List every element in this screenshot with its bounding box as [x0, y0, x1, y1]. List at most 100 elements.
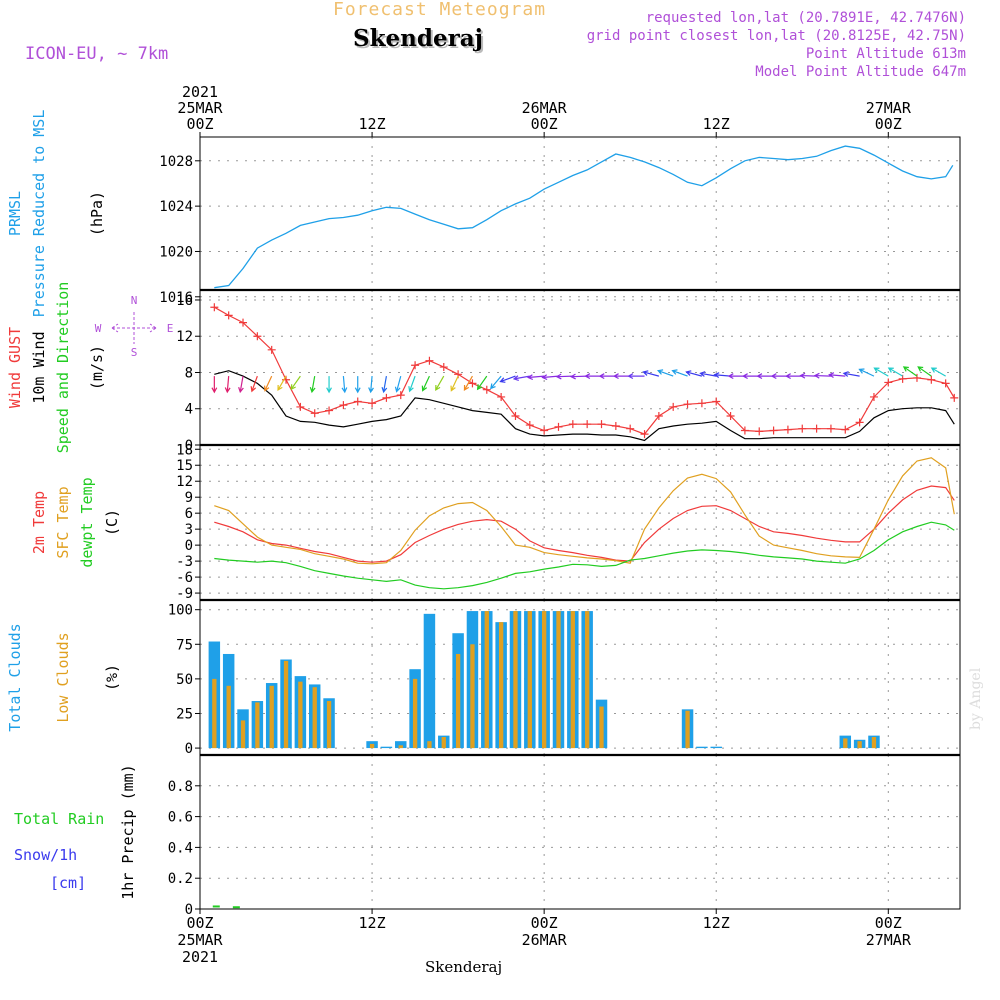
wind-direction-arrow: [264, 375, 273, 392]
wind-direction-arrow: [642, 370, 660, 377]
gust-marker: [511, 411, 520, 420]
wind-direction-arrow: [902, 366, 918, 377]
wind-direction-arrow: [526, 374, 545, 381]
y-tick-label: 12: [176, 474, 193, 490]
rain-bar: [212, 905, 220, 908]
gust-marker: [769, 426, 778, 435]
wind-direction-arrow: [842, 371, 860, 377]
gust-marker: [325, 406, 334, 415]
rain-bar: [232, 906, 240, 909]
cloud-bar-total: [696, 746, 708, 749]
gust-marker: [927, 375, 936, 384]
cloud-bar-low: [542, 611, 547, 749]
y-axis-label: PRMSL: [6, 191, 24, 236]
gust-marker: [525, 421, 534, 430]
wind-direction-arrow: [917, 366, 932, 377]
wind-direction-arrow: [211, 376, 218, 394]
y-axis-label: SFC Temp: [54, 486, 72, 558]
wind-direction-arrow: [785, 373, 803, 380]
model-altitude: Model Point Altitude 647m: [755, 64, 966, 80]
wind-direction-arrow: [858, 368, 875, 377]
cloud-bar-low: [326, 701, 332, 749]
requested-coords: requested lon,lat (20.7891E, 42.7476N): [645, 10, 966, 26]
cloud-bar-low: [599, 706, 604, 749]
gust-marker: [568, 420, 577, 429]
wind-direction-arrow: [828, 372, 846, 378]
gust-marker: [611, 421, 620, 430]
panel-pressure: 1016 1020 1024 1028 PRMSL Pressure Reduced to…: [6, 110, 961, 317]
wind-direction-arrow: [450, 375, 459, 392]
gust-marker: [239, 318, 248, 327]
wind-direction-arrow: [381, 376, 388, 394]
cloud-bar-low: [441, 737, 446, 749]
y-tick-label: 3: [185, 522, 193, 538]
time-label-bottom: 26MAR: [522, 931, 568, 949]
cloud-bar-low: [255, 702, 260, 749]
gust-marker: [210, 303, 219, 312]
y-tick-label: 6: [185, 506, 193, 522]
cloud-bar-low: [412, 678, 418, 749]
time-label-top: 12Z: [359, 115, 386, 133]
y-tick-label: 9: [185, 490, 193, 506]
gust-marker: [855, 418, 864, 427]
y-tick-label: 15: [176, 458, 193, 474]
wind-direction-arrow: [394, 375, 402, 393]
compass-label: W: [95, 322, 102, 335]
cloud-bar-low: [527, 611, 532, 749]
gust-marker: [382, 393, 391, 402]
y-axis-label: (%): [103, 664, 121, 691]
wind-direction-arrow: [499, 375, 516, 383]
gust-marker: [755, 427, 764, 436]
compass-label: E: [167, 322, 174, 335]
y-axis-label: Speed and Direction: [54, 282, 72, 454]
wind-direction-arrow: [541, 374, 559, 381]
gust-marker: [812, 424, 821, 433]
wind-direction-arrow: [224, 376, 231, 394]
wind-direction-arrow: [656, 369, 674, 377]
compass-rose: [111, 312, 157, 344]
compass-label: S: [131, 346, 138, 359]
y-tick-label: 8: [185, 365, 193, 381]
series-line: [214, 457, 955, 565]
series-line: [214, 306, 955, 435]
series-line: [214, 521, 955, 590]
gust-marker: [712, 397, 721, 406]
y-tick-label: 18: [176, 442, 193, 458]
y-tick-label: 0.4: [168, 840, 193, 856]
time-label-bottom: 00Z: [531, 914, 558, 932]
cloud-bar-total: [423, 613, 436, 749]
precip-legend-label: [cm]: [50, 874, 86, 892]
wind-direction-arrow: [290, 375, 301, 391]
cloud-bar-low: [857, 741, 862, 749]
y-tick-label: 0.8: [168, 779, 193, 795]
wind-direction-arrow: [512, 375, 530, 382]
y-tick-label: 0: [185, 902, 193, 918]
gust-marker: [554, 422, 563, 431]
y-tick-label: -3: [176, 554, 193, 570]
gust-marker: [941, 379, 950, 388]
y-axis-label: dewpt Temp: [78, 477, 96, 567]
cloud-bar-low: [570, 611, 575, 749]
wind-direction-arrow: [671, 369, 688, 377]
y-axis-label: (hPa): [88, 191, 106, 236]
panel-frame: [199, 136, 961, 291]
gust-marker: [826, 424, 835, 433]
cloud-bar-low: [312, 687, 317, 749]
wind-direction-arrow: [490, 375, 502, 390]
time-label-bottom: 25MAR: [177, 931, 223, 949]
cloud-bar-low: [269, 685, 274, 749]
y-tick-label: 0: [185, 741, 193, 757]
time-label-top: 00Z: [531, 115, 558, 133]
time-label-top: 25MAR: [177, 99, 223, 117]
y-tick-label: -9: [176, 586, 193, 602]
cloud-bar-low: [556, 611, 561, 749]
gust-marker: [368, 399, 377, 408]
y-axis-label: 1hr Precip (mm): [119, 764, 137, 899]
gust-marker: [353, 397, 362, 406]
gust-marker: [482, 385, 491, 394]
cloud-bar-low: [240, 720, 246, 749]
wind-direction-arrow: [887, 367, 903, 377]
wind-direction-arrow: [326, 376, 332, 394]
wind-direction-arrow: [799, 372, 817, 379]
